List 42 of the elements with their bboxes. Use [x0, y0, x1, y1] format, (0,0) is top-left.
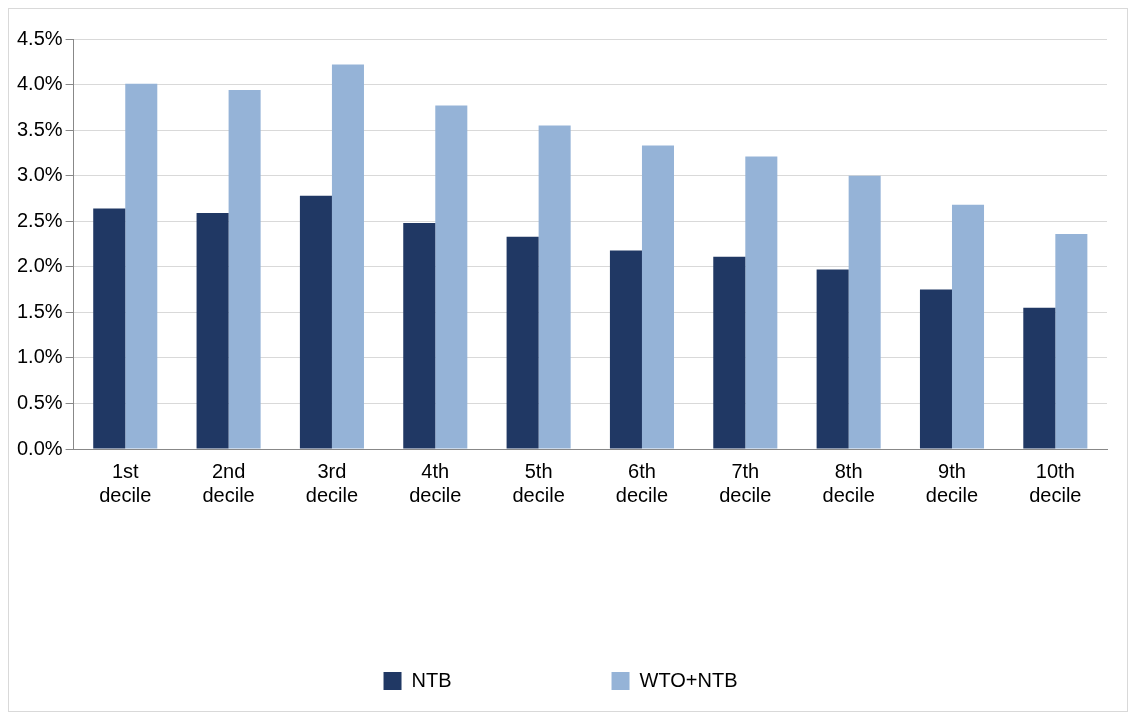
bar — [1023, 307, 1056, 449]
legend-label: NTB — [411, 668, 452, 691]
bar — [713, 256, 746, 449]
x-tick-label: 1st decile — [99, 459, 152, 506]
bar — [196, 213, 229, 449]
y-tick-label: 0.0% — [16, 436, 63, 459]
bar — [816, 269, 849, 449]
bar — [403, 223, 436, 449]
bar — [331, 64, 364, 449]
y-tick-label: 0.5% — [16, 390, 63, 413]
x-tick-label: 9th decile — [925, 459, 979, 506]
x-tick-label: 5th decile — [512, 459, 565, 506]
x-tick-label: 6th decile — [615, 459, 669, 506]
bar — [951, 204, 985, 449]
y-tick-label: 2.0% — [16, 254, 63, 277]
bar — [641, 145, 674, 449]
bar — [506, 236, 539, 449]
bar — [435, 105, 468, 449]
bar — [848, 175, 881, 449]
y-tick-label: 1.0% — [16, 345, 63, 368]
y-tick-label: 4.5% — [16, 26, 63, 49]
x-tick-label: 3rd decile — [305, 459, 359, 506]
x-tick-label: 8th decile — [822, 459, 875, 506]
bar — [745, 156, 778, 449]
x-tick-label: 2nd decile — [202, 459, 255, 506]
y-tick-label: 3.0% — [16, 163, 63, 186]
y-tick-label: 4.0% — [16, 72, 63, 95]
bar — [228, 90, 261, 449]
bar — [919, 289, 952, 449]
bar — [538, 125, 571, 449]
x-tick-label: 10th decile — [1029, 459, 1082, 506]
bar — [125, 83, 158, 449]
y-tick-label: 3.5% — [16, 117, 63, 140]
x-tick-label: 7th decile — [719, 459, 772, 506]
bar — [93, 208, 126, 449]
y-tick-label: 2.5% — [16, 208, 63, 231]
bar — [609, 250, 642, 449]
bar — [1055, 233, 1088, 449]
y-tick-label: 1.5% — [16, 299, 63, 322]
legend-label: WTO+NTB — [639, 668, 738, 691]
x-tick-label: 4th decile — [409, 459, 462, 506]
bar — [299, 195, 332, 449]
